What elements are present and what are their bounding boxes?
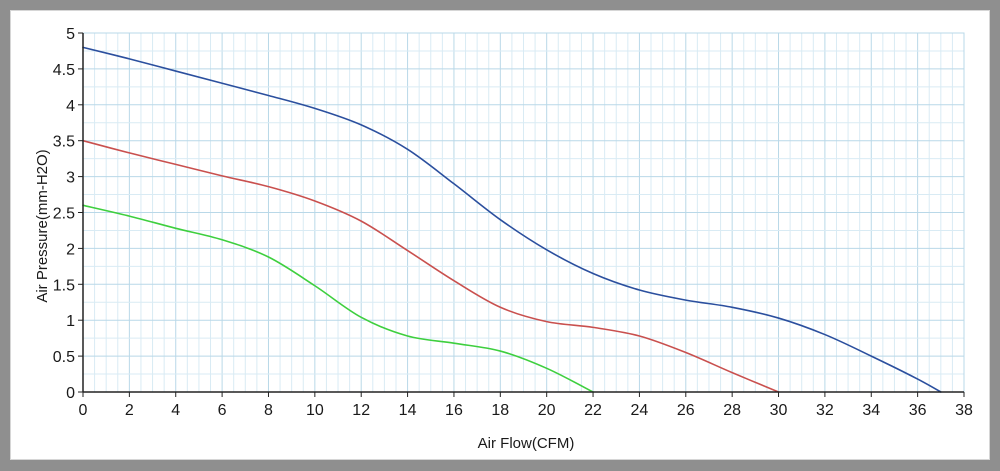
y-axis-label: Air Pressure(mm-H2O) (34, 149, 51, 302)
tick-labels: 0 2 4 6 8 10 12 14 16 18 20 22 24 26 28 30 32 34 36 3800.51… (53, 26, 973, 419)
y-tick-label: 0 (66, 385, 75, 402)
x-tick-label: 24 (631, 402, 649, 419)
y-tick-label: 3.5 (53, 134, 75, 151)
x-tick-label: 26 (677, 402, 695, 419)
x-tick-label: 10 (306, 402, 324, 419)
y-tick-label: 1.5 (53, 277, 75, 294)
x-tick-label: 36 (909, 402, 927, 419)
chart-panel: 0 2 4 6 8 10 12 14 16 18 20 22 24 26 28 30 32 34 36 38 0 0.5 1… (10, 10, 990, 460)
x-tick-label: 18 (491, 402, 509, 419)
x-tick-label: 38 (955, 402, 973, 419)
series-line-3 (82, 204, 594, 393)
x-tick-label: 0 (79, 402, 88, 419)
x-tick-label: 22 (584, 402, 602, 419)
x-tick-label: 32 (816, 402, 834, 419)
series-line-1 (82, 46, 942, 393)
x-tick-label: 30 (770, 402, 788, 419)
line-chart: 0 2 4 6 8 10 12 14 16 18 20 22 24 26 28 30 32 34 36 3800.51… (34, 26, 973, 452)
x-tick-label: 14 (399, 402, 417, 419)
x-tick-label: 6 (218, 402, 227, 419)
x-tick-label: 20 (538, 402, 556, 419)
y-tick-label: 5 (66, 26, 75, 43)
series-lines (82, 46, 942, 393)
axes (78, 32, 965, 397)
y-tick-label: 0.5 (53, 349, 75, 366)
y-tick-label: 2.5 (53, 206, 75, 223)
y-tick-label: 1 (66, 313, 75, 330)
x-axis-label: Air Flow(CFM) (478, 435, 575, 452)
x-tick-label: 16 (445, 402, 463, 419)
x-tick-label: 12 (352, 402, 370, 419)
x-tick-label: 2 (125, 402, 134, 419)
y-tick-label: 2 (66, 241, 75, 258)
x-tick-label: 28 (723, 402, 741, 419)
x-tick-label: 34 (862, 402, 880, 419)
x-tick-label: 4 (171, 402, 180, 419)
series-line-2 (82, 139, 780, 393)
y-tick-label: 3 (66, 170, 75, 187)
y-tick-label: 4.5 (53, 62, 75, 79)
x-tick-label: 8 (264, 402, 273, 419)
grid (82, 32, 965, 393)
y-tick-label: 4 (66, 98, 75, 115)
